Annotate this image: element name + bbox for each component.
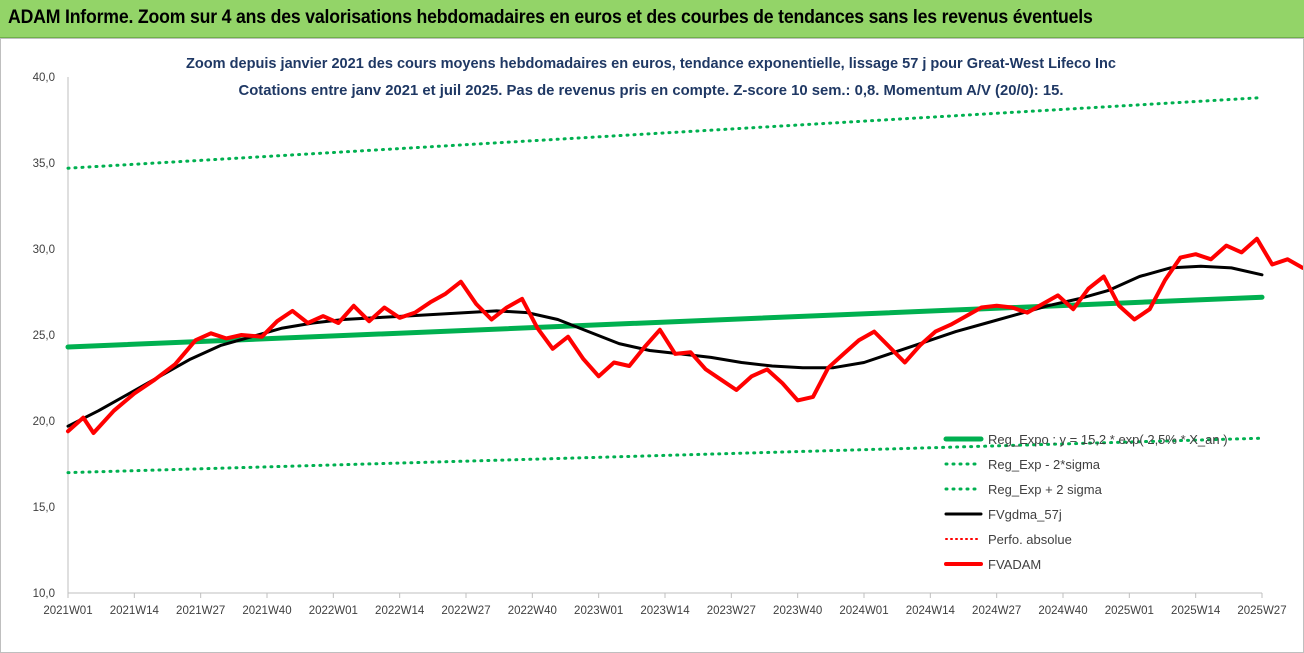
x-tick-label: 2024W14 xyxy=(906,605,956,617)
series-line-1 xyxy=(66,436,1264,475)
x-tick-label: 2025W27 xyxy=(1237,605,1286,617)
chart-frame: Zoom depuis janvier 2021 des cours moyen… xyxy=(0,38,1304,653)
x-tick-label: 2021W14 xyxy=(110,605,160,617)
y-tick-label: 20,0 xyxy=(33,416,55,428)
x-tick-label: 2021W27 xyxy=(176,605,225,617)
series-line-2 xyxy=(66,96,1264,170)
x-tick-label: 2025W14 xyxy=(1171,605,1221,617)
y-tick-label: 40,0 xyxy=(33,72,55,84)
x-tick-label: 2023W40 xyxy=(773,605,822,617)
x-tick-label: 2023W27 xyxy=(707,605,756,617)
x-tick-label: 2022W40 xyxy=(508,605,557,617)
x-tick-label: 2022W27 xyxy=(441,605,490,617)
y-tick-label: 35,0 xyxy=(33,158,55,170)
chart-axes: 10,0 15,0 20,0 25,0 30,0 35,0 40,0 2021W01 2021W… xyxy=(33,72,1287,617)
chart-legend: Reg_Expo : y = 15,2 * exp( 2,5% * X_an )… xyxy=(943,432,1228,572)
x-tick-label: 2023W01 xyxy=(574,605,623,617)
x-tick-label: 2021W40 xyxy=(242,605,291,617)
series-line-3 xyxy=(66,264,1264,428)
x-tick-label: 2024W40 xyxy=(1038,605,1087,617)
x-tick-label: 2022W14 xyxy=(375,605,425,617)
series-line-0 xyxy=(65,294,1265,350)
x-tick-label: 2023W14 xyxy=(640,605,690,617)
y-tick-label: 30,0 xyxy=(33,244,55,256)
y-tick-label: 25,0 xyxy=(33,330,55,342)
chart-title: Zoom depuis janvier 2021 des cours moyen… xyxy=(186,55,1116,72)
legend-label: Reg_Exp + 2 sigma xyxy=(988,482,1103,497)
legend-label: FVADAM xyxy=(988,557,1041,572)
report-banner: ADAM Informe. Zoom sur 4 ans des valoris… xyxy=(0,0,1304,38)
x-tick-label: 2025W01 xyxy=(1105,605,1154,617)
legend-label: Perfo. absolue xyxy=(988,532,1072,547)
y-tick-label: 15,0 xyxy=(33,502,55,514)
chart-subtitle: Cotations entre janv 2021 et juil 2025. … xyxy=(239,82,1064,99)
report-title: ADAM Informe. Zoom sur 4 ans des valoris… xyxy=(8,7,1093,28)
legend-label: Reg_Expo : y = 15,2 * exp( 2,5% * X_an ) xyxy=(988,432,1228,447)
series-line-5 xyxy=(66,236,1303,435)
series-layer xyxy=(65,96,1303,475)
x-tick-label: 2024W27 xyxy=(972,605,1021,617)
x-tick-label: 2024W01 xyxy=(839,605,888,617)
legend-label: Reg_Exp - 2*sigma xyxy=(988,457,1101,472)
x-tick-label: 2022W01 xyxy=(309,605,358,617)
legend-label: FVgdma_57j xyxy=(988,507,1062,522)
x-tick-label: 2021W01 xyxy=(43,605,92,617)
chart: Zoom depuis janvier 2021 des cours moyen… xyxy=(33,55,1303,617)
y-tick-label: 10,0 xyxy=(33,588,55,600)
